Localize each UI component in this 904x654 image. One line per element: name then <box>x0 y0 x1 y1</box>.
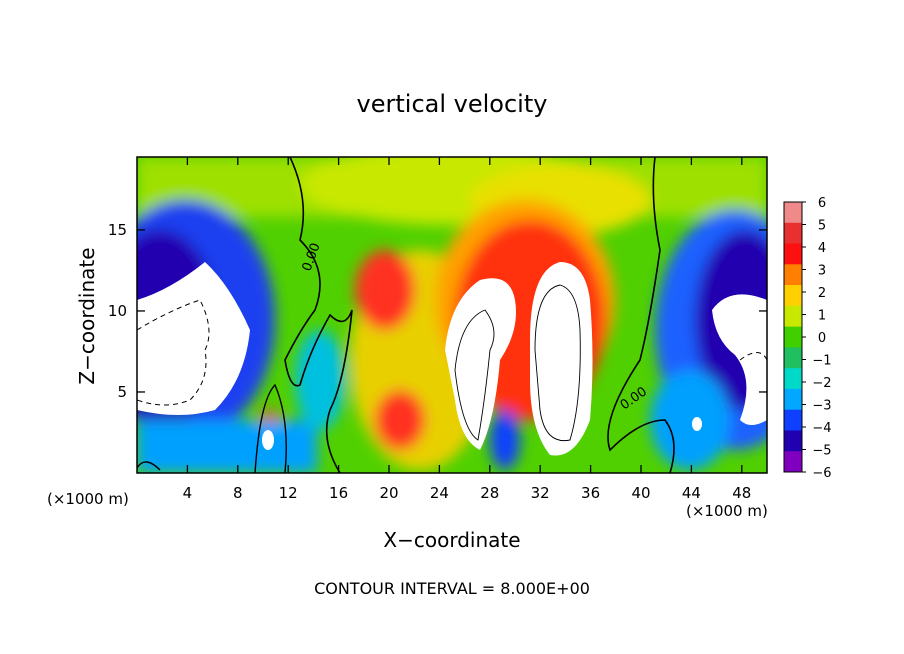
y-axis-label: Z−coordinate <box>75 247 99 384</box>
y-tick-label: 10 <box>108 302 127 320</box>
colorbar-segment <box>784 222 802 245</box>
x-unit-left: (×1000 m) <box>47 490 129 508</box>
colorbar <box>783 201 803 473</box>
y-tick-label: 15 <box>108 221 127 239</box>
overflow-region-center-left <box>445 278 516 450</box>
x-tick-label: 44 <box>682 484 701 502</box>
colorbar-tick-label: 5 <box>818 219 826 234</box>
colorbar-segment <box>784 202 802 224</box>
x-tick-label: 32 <box>531 484 550 502</box>
y-tick-label: 5 <box>117 383 127 401</box>
colorbar-tick-label: 6 <box>818 196 826 211</box>
x-tick-label: 40 <box>631 484 650 502</box>
overflow-spot <box>262 430 274 450</box>
overflow-spot <box>692 417 702 431</box>
chart-title: vertical velocity <box>357 90 548 118</box>
colorbar-segment <box>784 388 802 411</box>
colorbar-segment <box>784 409 802 431</box>
colorbar-segment <box>784 326 802 348</box>
colorbar-segment <box>784 347 802 369</box>
overflow-region-center-right <box>530 262 593 456</box>
overflow-region-left <box>137 262 250 415</box>
x-tick-label: 24 <box>430 484 449 502</box>
x-tick-label: 36 <box>581 484 600 502</box>
colorbar-tick-label: −3 <box>812 399 831 414</box>
colorbar-segment <box>784 243 802 265</box>
x-tick-label: 12 <box>279 484 298 502</box>
x-tick-label: 16 <box>329 484 348 502</box>
colorbar-segment <box>784 368 802 390</box>
colorbar-segment <box>784 451 802 473</box>
x-axis-label: X−coordinate <box>383 528 520 552</box>
colorbar-tick-label: 3 <box>818 264 826 279</box>
colorbar-tick-label: −4 <box>812 421 831 436</box>
colorbar-segment <box>784 264 802 286</box>
positive-contour <box>454 309 495 441</box>
colorbar-tick-label: −6 <box>812 466 831 481</box>
colorbar-segment <box>784 285 802 307</box>
colorbar-tick-label: 2 <box>818 286 826 301</box>
negative-contour <box>137 299 210 406</box>
colorbar-segment <box>784 305 802 328</box>
contour-interval-note: CONTOUR INTERVAL = 8.000E+00 <box>314 579 590 598</box>
y-axis: 5 10 15 <box>108 221 767 401</box>
zero-contour <box>254 383 287 473</box>
zero-contour <box>137 461 161 471</box>
x-tick-label: 20 <box>379 484 398 502</box>
x-tick-label: 48 <box>732 484 751 502</box>
positive-contour <box>534 284 581 442</box>
colorbar-tick-label: 0 <box>818 331 826 346</box>
overflow-region-right <box>712 294 767 425</box>
x-tick-label: 4 <box>183 484 193 502</box>
colorbar-tick-label: −2 <box>812 376 831 391</box>
plot-frame <box>136 156 768 474</box>
colorbar-tick-label: −1 <box>812 354 831 369</box>
zero-contour <box>607 157 675 473</box>
colorbar-segment <box>784 430 802 452</box>
zero-contour <box>284 157 353 473</box>
x-unit-right: (×1000 m) <box>686 502 768 520</box>
x-tick-label: 8 <box>233 484 243 502</box>
plot-area: 0.00 0.00 <box>137 157 767 473</box>
colorbar-labels: 6 5 4 3 2 1 0 −1 −2 −3 −4 −5 −6 <box>802 196 832 481</box>
x-tick-label: 28 <box>480 484 499 502</box>
x-axis: 4 8 12 16 20 24 28 32 36 40 44 48 <box>183 157 751 502</box>
colorbar-tick-label: 1 <box>818 309 826 324</box>
colorbar-tick-label: 4 <box>818 241 826 256</box>
negative-contour <box>739 352 767 361</box>
colorbar-tick-label: −5 <box>812 444 831 459</box>
